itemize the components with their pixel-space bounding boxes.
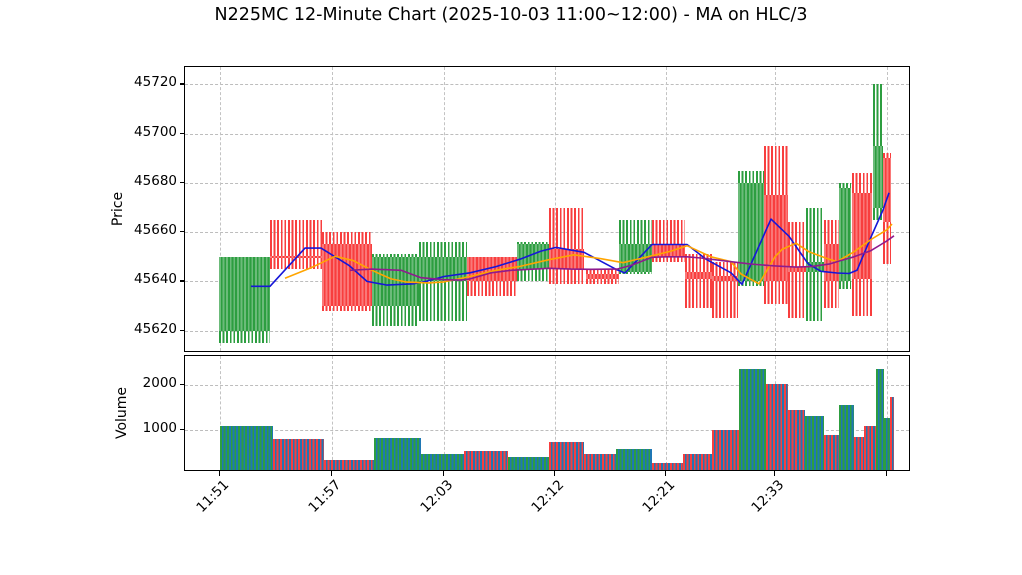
volume-bar (890, 397, 894, 470)
volume-bar (712, 430, 739, 470)
price-gridline (185, 84, 909, 86)
price-bar-range (712, 261, 738, 319)
volume-bar (864, 425, 876, 470)
time-tick-label: 11:51 (193, 477, 233, 516)
price-bar-body (619, 244, 652, 272)
price-tick-label: 45620 (134, 320, 177, 337)
volume-bar (508, 457, 549, 470)
volume-bar (652, 463, 683, 470)
price-bar-body (372, 256, 419, 306)
price-tick-label: 45720 (134, 74, 177, 91)
time-gridline (444, 356, 445, 470)
price-tickmark (179, 329, 184, 331)
price-bar-body (586, 273, 619, 279)
volume-bar (584, 454, 616, 470)
price-bar-body (738, 182, 764, 282)
volume-gridline (185, 385, 909, 386)
price-bar-range (549, 207, 584, 284)
volume-bar (884, 417, 890, 470)
time-gridline (887, 356, 888, 470)
price-bar-range (685, 254, 712, 309)
price-bar-body (712, 276, 738, 282)
time-tickmark (554, 471, 556, 476)
volume-bar (683, 454, 712, 470)
price-tickmark (179, 181, 184, 184)
time-gridline (666, 356, 667, 470)
time-gridline (220, 67, 221, 351)
price-tickmark (179, 83, 184, 85)
volume-tickmark (179, 384, 184, 386)
time-gridline (555, 356, 556, 470)
volume-tick-label: 2000 (142, 375, 177, 391)
volume-bar (854, 436, 864, 470)
time-gridline (220, 356, 221, 470)
price-gridline (185, 133, 909, 135)
time-tick-label: 12:03 (417, 477, 457, 516)
price-gridline (185, 330, 909, 332)
price-bar-body (883, 158, 891, 223)
price-bar-body (824, 244, 839, 282)
volume-gridline (185, 430, 909, 431)
chart-title: N225MC 12-Minute Chart (2025-10-03 11:00… (214, 5, 808, 25)
volume-bar (839, 405, 854, 470)
price-tickmark (179, 231, 184, 233)
price-bar-body (517, 244, 549, 270)
price-tick-label: 45680 (134, 172, 177, 189)
volume-bar (766, 384, 788, 470)
time-tickmark (886, 471, 888, 476)
time-tickmark (331, 471, 333, 476)
time-tick-label: 12:21 (639, 477, 679, 516)
price-bar-body (839, 187, 851, 282)
volume-bar (616, 448, 652, 470)
price-bar-body (806, 261, 824, 272)
volume-bar (805, 416, 824, 470)
volume-bar (374, 437, 421, 470)
price-bar-body (788, 266, 806, 272)
time-tick-label: 12:12 (528, 477, 568, 516)
price-bar-body (873, 146, 883, 208)
price-bar-body (219, 256, 270, 331)
price-tick-label: 45640 (134, 271, 177, 288)
price-bar-body (322, 244, 372, 306)
volume-bar (739, 369, 766, 470)
price-bar-range (419, 241, 467, 321)
volume-bar (876, 369, 884, 470)
price-tickmark (179, 132, 184, 134)
price-bar-body (549, 249, 584, 270)
time-gridline (666, 67, 667, 351)
price-bar-body (852, 192, 872, 279)
price-tick-label: 45700 (134, 123, 177, 140)
price-axis-label: Price (110, 191, 126, 227)
volume-panel (184, 355, 910, 471)
price-gridline (185, 182, 909, 184)
volume-bar (220, 426, 273, 470)
volume-bar (824, 434, 839, 470)
price-bar-body (764, 195, 788, 282)
volume-bar (549, 442, 584, 470)
price-bar-body (419, 256, 467, 282)
time-tick-label: 11:57 (305, 477, 345, 516)
volume-bar (421, 454, 464, 470)
price-bar-range (270, 219, 322, 270)
volume-bar (464, 450, 508, 470)
time-tickmark (774, 471, 776, 476)
price-bar-body (652, 244, 685, 257)
volume-tick-label: 1000 (142, 420, 177, 436)
time-tickmark (219, 471, 221, 476)
price-tickmark (179, 280, 184, 282)
time-tickmark (665, 471, 667, 476)
price-bar-body (467, 256, 517, 282)
price-panel (184, 66, 910, 352)
time-tick-label: 12:33 (748, 477, 788, 516)
price-tick-label: 45660 (134, 222, 177, 239)
volume-tickmark (179, 429, 184, 431)
volume-bar (324, 460, 374, 470)
price-bar-body (685, 271, 712, 279)
price-bar-body (270, 255, 322, 258)
time-tickmark (443, 471, 445, 476)
volume-bar (788, 409, 805, 470)
volume-bar (273, 439, 324, 470)
time-gridline (332, 356, 333, 470)
